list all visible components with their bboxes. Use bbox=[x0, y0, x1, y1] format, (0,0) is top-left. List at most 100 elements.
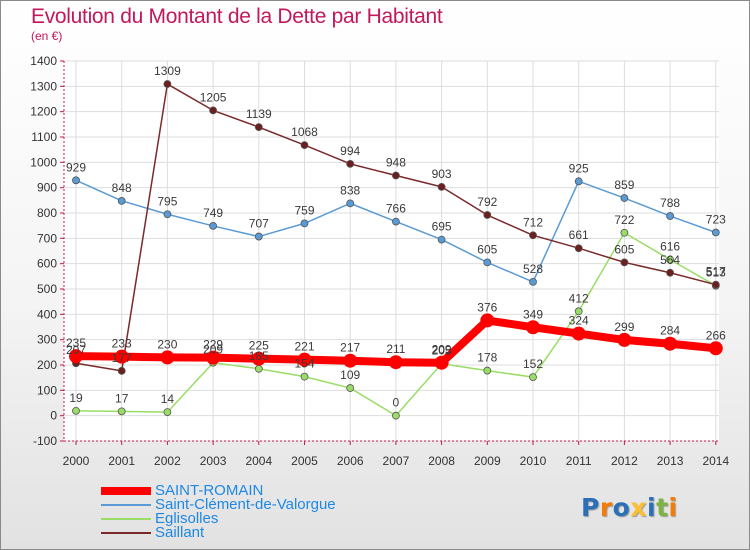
data-label: 211 bbox=[386, 342, 405, 356]
data-point bbox=[663, 336, 678, 351]
data-point bbox=[666, 268, 674, 277]
data-point bbox=[72, 176, 80, 185]
data-label: 749 bbox=[203, 206, 223, 220]
data-label: 19 bbox=[69, 391, 83, 405]
data-label: 788 bbox=[660, 196, 680, 210]
data-point bbox=[114, 349, 129, 364]
data-point bbox=[529, 373, 537, 382]
data-label: 0 bbox=[393, 396, 400, 410]
data-point bbox=[391, 171, 400, 180]
data-label: 266 bbox=[706, 328, 726, 342]
data-point bbox=[254, 232, 263, 241]
data-point bbox=[617, 332, 632, 347]
legend-item: SAINT-ROMAIN bbox=[101, 483, 336, 498]
data-point bbox=[346, 199, 355, 208]
y-tick-label: 500 bbox=[37, 282, 57, 296]
data-point bbox=[297, 352, 312, 367]
logo-letter: i bbox=[668, 493, 678, 522]
data-label: 528 bbox=[523, 262, 543, 276]
data-point bbox=[574, 307, 583, 316]
data-label: 661 bbox=[569, 228, 589, 242]
data-label: 903 bbox=[432, 167, 452, 181]
data-label: 605 bbox=[614, 242, 634, 256]
x-tick-label: 2000 bbox=[63, 454, 90, 468]
data-point bbox=[343, 353, 358, 368]
legend-item: Saint-Clément-de-Valorgue bbox=[101, 497, 336, 512]
data-point bbox=[160, 350, 175, 365]
data-point bbox=[72, 406, 80, 415]
data-point bbox=[437, 183, 446, 191]
data-label: 792 bbox=[477, 195, 497, 209]
data-point bbox=[209, 106, 218, 115]
data-label: 109 bbox=[340, 368, 360, 382]
y-tick-label: 1300 bbox=[30, 79, 57, 93]
data-label: 225 bbox=[249, 339, 269, 353]
y-tick-label: 100 bbox=[37, 383, 57, 397]
x-tick-label: 2005 bbox=[291, 454, 318, 468]
x-tick-label: 2004 bbox=[245, 454, 272, 468]
data-point bbox=[437, 235, 446, 244]
y-tick-label: 1000 bbox=[30, 155, 57, 169]
data-label: 859 bbox=[614, 178, 634, 192]
data-point bbox=[117, 366, 126, 375]
logo-letter: P bbox=[581, 493, 600, 522]
data-label: 712 bbox=[523, 215, 543, 229]
data-point bbox=[620, 258, 629, 267]
data-label: 152 bbox=[523, 357, 543, 371]
y-tick-label: -100 bbox=[33, 434, 57, 448]
data-point bbox=[209, 222, 218, 230]
data-point bbox=[163, 80, 172, 88]
data-label: 376 bbox=[477, 300, 497, 314]
data-label: 177 bbox=[112, 351, 132, 365]
legend-swatch bbox=[101, 504, 151, 507]
data-point bbox=[711, 228, 720, 237]
data-point bbox=[571, 326, 586, 341]
data-point bbox=[300, 219, 309, 228]
data-point bbox=[163, 210, 172, 219]
data-point bbox=[620, 194, 629, 202]
y-tick-label: 400 bbox=[37, 307, 57, 321]
data-label: 17 bbox=[115, 391, 129, 405]
y-tick-label: 800 bbox=[37, 206, 57, 220]
data-label: 513 bbox=[706, 266, 726, 280]
legend-swatch bbox=[101, 532, 151, 535]
data-label: 324 bbox=[569, 314, 589, 328]
data-point bbox=[711, 280, 720, 289]
data-label: 695 bbox=[432, 220, 452, 234]
y-tick-label: 1100 bbox=[31, 130, 57, 144]
data-label: 723 bbox=[706, 213, 726, 227]
data-label: 605 bbox=[477, 242, 497, 256]
y-tick-label: 1400 bbox=[30, 54, 57, 68]
legend-label: Eglisolles bbox=[155, 510, 219, 527]
data-label: 795 bbox=[157, 194, 177, 208]
data-label: 838 bbox=[340, 183, 360, 197]
data-point bbox=[300, 372, 309, 381]
x-tick-label: 2014 bbox=[702, 454, 729, 468]
data-label: 1068 bbox=[291, 125, 318, 139]
data-label: 209 bbox=[203, 343, 223, 357]
x-tick-label: 2008 bbox=[428, 454, 455, 468]
data-point bbox=[574, 177, 583, 186]
data-label: 1139 bbox=[246, 107, 272, 121]
data-point bbox=[480, 313, 495, 328]
x-tick-label: 2003 bbox=[200, 454, 227, 468]
data-label: 209 bbox=[432, 343, 452, 357]
data-point bbox=[254, 123, 263, 132]
x-tick-label: 2011 bbox=[566, 454, 592, 468]
data-label: 205 bbox=[432, 344, 452, 358]
legend-item: Saillant bbox=[101, 525, 336, 540]
data-label: 925 bbox=[569, 161, 589, 175]
x-tick-label: 2002 bbox=[154, 454, 181, 468]
logo-letter: t bbox=[656, 493, 669, 522]
data-point bbox=[483, 211, 492, 219]
data-point bbox=[666, 255, 674, 264]
proxiti-logo: Proxiti bbox=[581, 493, 678, 522]
data-label: 229 bbox=[203, 338, 223, 352]
data-point bbox=[574, 244, 583, 253]
data-label: 994 bbox=[340, 144, 360, 158]
y-tick-label: 1200 bbox=[30, 105, 57, 119]
data-point bbox=[346, 159, 355, 168]
logo-letter: x bbox=[630, 493, 647, 522]
